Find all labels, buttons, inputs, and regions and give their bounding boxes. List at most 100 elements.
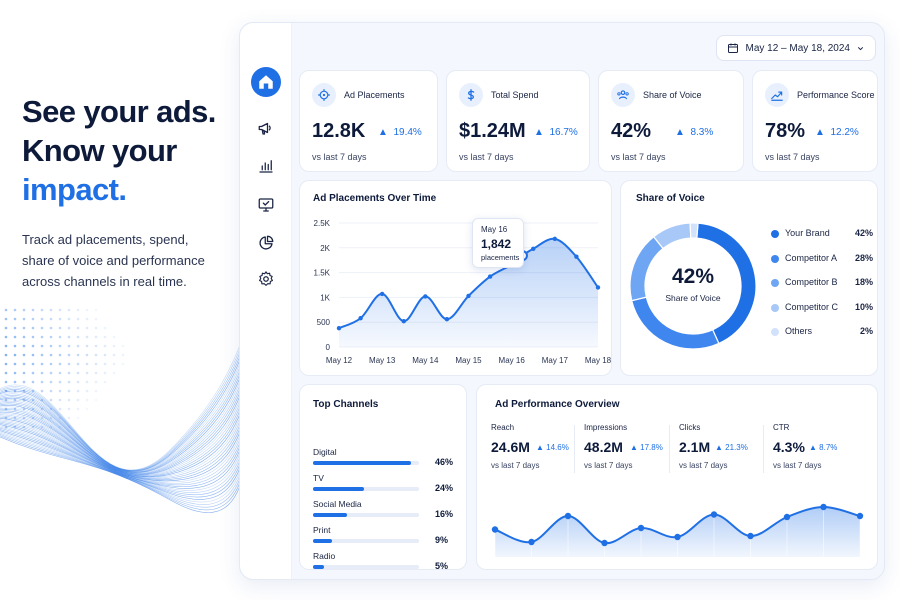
wave-dot: [58, 308, 62, 312]
wave-dot: [112, 344, 116, 348]
kpi-change-value: 12.2%: [830, 127, 859, 138]
wave-dot: [22, 335, 26, 339]
channel-bar-track: [313, 461, 419, 465]
sidebar-item-campaigns[interactable]: [251, 113, 281, 143]
perf-data-point: [674, 533, 681, 541]
sidebar-item-analytics[interactable]: [251, 151, 281, 181]
wave-dot: [94, 308, 98, 312]
wave-dot: [22, 344, 26, 348]
perf-data-point: [491, 526, 499, 533]
metric-change: ▲ 21.3%: [715, 443, 748, 452]
share-of-voice-donut: [629, 222, 757, 350]
perf-data-point: [528, 538, 535, 546]
wave-dot: [67, 344, 71, 348]
tooltip-unit: placements: [481, 253, 520, 262]
wave-dot: [31, 398, 35, 402]
kpi-label: Share of Voice: [643, 90, 702, 100]
wave-line: [0, 374, 250, 476]
wave-dot: [40, 362, 44, 366]
kpi-value: 12.8K: [312, 120, 366, 142]
metric-value: 24.6M: [491, 439, 530, 455]
wave-dot: [22, 371, 26, 375]
wave-dot: [22, 317, 26, 321]
wave-dot: [31, 353, 35, 357]
wave-dot: [13, 344, 17, 348]
kpi-value: 78%: [765, 120, 806, 142]
data-point: [574, 254, 579, 259]
kpi-sub: vs last 7 days: [459, 152, 514, 162]
wave-dot: [112, 335, 116, 339]
donut-slice: [652, 222, 692, 250]
wave-dot: [76, 416, 80, 420]
perf-data-point: [564, 512, 572, 520]
kpi-card-ad-placements[interactable]: Ad Placements 12.8K ▲ 19.4% vs last 7 da…: [299, 70, 438, 172]
top-channels-card: Top Channels Digital 46% TV 24% Social Media…: [299, 384, 467, 571]
wave-dot: [76, 353, 80, 357]
wave-line: [0, 364, 250, 475]
wave-dot: [4, 407, 8, 411]
wave-dot: [58, 407, 62, 411]
metric-change: ▲ 8.7%: [809, 443, 838, 452]
wave-dot: [58, 425, 62, 429]
wave-line: [0, 348, 250, 473]
wave-dot: [58, 389, 62, 393]
kpi-change-value: 16.7%: [549, 127, 578, 138]
metric-label: Reach: [491, 423, 515, 432]
kpi-label: Ad Placements: [344, 90, 405, 100]
hero-line-3: impact.: [22, 172, 127, 207]
wave-dot: [4, 308, 8, 312]
metric-change: ▲ 17.8%: [630, 443, 663, 452]
wave-dot: [22, 308, 26, 312]
legend-item: Competitor A 28%: [771, 252, 873, 266]
wave-dot: [40, 380, 44, 384]
sidebar-item-placements[interactable]: [251, 190, 281, 220]
kpi-sub: vs last 7 days: [312, 152, 367, 162]
pie-chart-icon: [259, 235, 274, 250]
date-range-picker[interactable]: May 12 – May 18, 2024: [716, 35, 876, 61]
kpi-card-share-of-voice[interactable]: Share of Voice 42% ▲ 8.3% vs last 7 days: [598, 70, 744, 172]
legend-item: Others 2%: [771, 325, 873, 339]
wave-dot: [22, 353, 26, 357]
wave-dot: [103, 362, 107, 366]
wave-dot: [103, 326, 107, 330]
wave-dot: [67, 362, 71, 366]
hero: See your ads. Know your impact. Track ad…: [22, 92, 222, 292]
wave-dot: [49, 317, 53, 321]
sidebar-item-reports[interactable]: [251, 228, 281, 258]
wave-dot: [67, 326, 71, 330]
wave-dot: [13, 380, 17, 384]
wave-dot: [22, 380, 26, 384]
channel-name: Social Media: [313, 499, 362, 509]
share-of-voice-card: Share of Voice 42% Share of Voice Your B…: [620, 180, 878, 376]
perf-data-point: [856, 512, 864, 520]
wave-dot: [76, 317, 80, 321]
wave-dot: [13, 326, 17, 330]
metric-label: CTR: [773, 423, 790, 432]
wave-dot: [103, 335, 107, 339]
metric-value: 2.1M: [679, 439, 711, 455]
wave-dot: [67, 335, 71, 339]
wave-dot: [49, 344, 53, 348]
wave-dot: [49, 389, 53, 393]
sidebar-item-settings[interactable]: [251, 264, 281, 294]
kpi-card-performance-score[interactable]: Performance Score 78% ▲ 12.2% vs last 7 …: [752, 70, 878, 172]
wave-dot: [94, 380, 98, 384]
wave-dot: [40, 353, 44, 357]
wave-dot: [22, 362, 26, 366]
legend-dot: [771, 254, 779, 263]
metric-label: Impressions: [584, 423, 628, 432]
legend-dot: [771, 303, 779, 312]
wave-dot: [76, 344, 80, 348]
sidebar-item-home[interactable]: [251, 67, 281, 97]
wave-dot: [67, 416, 71, 420]
megaphone-icon: [258, 122, 271, 135]
legend-value: 2%: [859, 326, 873, 336]
kpi-card-total-spend[interactable]: Total Spend $1.24M ▲ 16.7% vs last 7 day…: [446, 70, 590, 172]
wave-dot: [94, 398, 98, 402]
donut-slice: [689, 222, 699, 239]
wave-dot: [22, 416, 26, 420]
wave-dot: [49, 362, 53, 366]
wave-dot: [85, 317, 89, 321]
wave-dot: [94, 335, 98, 339]
channel-row: Print 9%: [313, 525, 453, 545]
